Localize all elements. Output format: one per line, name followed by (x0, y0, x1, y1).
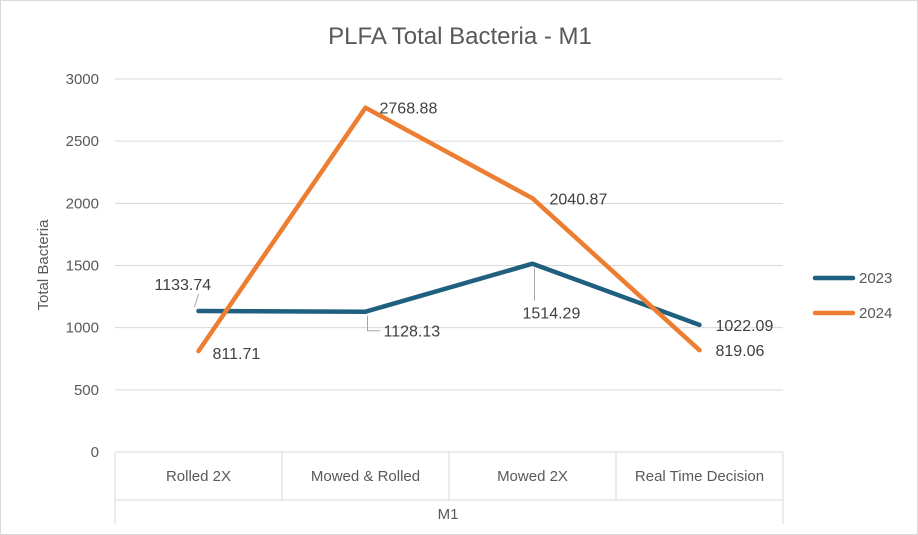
label-leader-lines (194, 267, 535, 332)
gridlines (115, 78, 783, 453)
data-label-2023-mowed-2x: 1514.29 (523, 306, 581, 323)
x-axis: Rolled 2X Mowed & Rolled Mowed 2X Real Time… (114, 452, 784, 524)
data-label-2023-real-time-decision: 1022.09 (716, 318, 774, 335)
leader-line (367, 315, 381, 332)
series-lines (196, 105, 702, 354)
data-label-2024-rolled-2x: 811.71 (213, 346, 261, 363)
legend-label-2023: 2023 (859, 270, 892, 287)
data-label-2024-real-time-decision: 819.06 (716, 343, 765, 360)
y-tick-label: 0 (91, 444, 99, 461)
data-label-2024-mowed-2x: 2040.87 (550, 191, 608, 208)
legend-label-2024: 2024 (859, 305, 892, 322)
x-tick-label-rolled-2x: Rolled 2X (166, 468, 231, 485)
x-tick-label-mowed-rolled: Mowed & Rolled (311, 468, 420, 485)
data-labels: 1133.74 1128.13 1514.29 1022.09 811.71 2768.8… (155, 101, 774, 363)
legend: 2023 2024 (812, 270, 892, 322)
y-tick-label: 1500 (66, 258, 99, 275)
data-label-2024-mowed-rolled: 2768.88 (380, 101, 438, 118)
leader-line (194, 293, 199, 308)
series-line-2024 (196, 105, 702, 354)
y-axis-title: Total Bacteria (35, 219, 52, 311)
y-tick-label: 2500 (66, 133, 99, 150)
data-label-2023-mowed-rolled: 1128.13 (384, 324, 441, 341)
x-axis-title: M1 (438, 506, 459, 523)
x-tick-label-mowed-2x: Mowed 2X (497, 468, 568, 485)
y-axis-ticks: 0 500 1000 1500 2000 2500 3000 (66, 71, 99, 461)
y-tick-label: 1000 (66, 320, 99, 337)
x-tick-label-real-time-decision: Real Time Decision (635, 468, 764, 485)
y-tick-label: 500 (74, 382, 99, 399)
series-line-2023 (196, 261, 702, 328)
chart-title: PLFA Total Bacteria - M1 (328, 23, 592, 50)
data-label-2023-rolled-2x: 1133.74 (155, 277, 212, 294)
y-tick-label: 3000 (66, 71, 99, 88)
y-tick-label: 2000 (66, 195, 99, 212)
